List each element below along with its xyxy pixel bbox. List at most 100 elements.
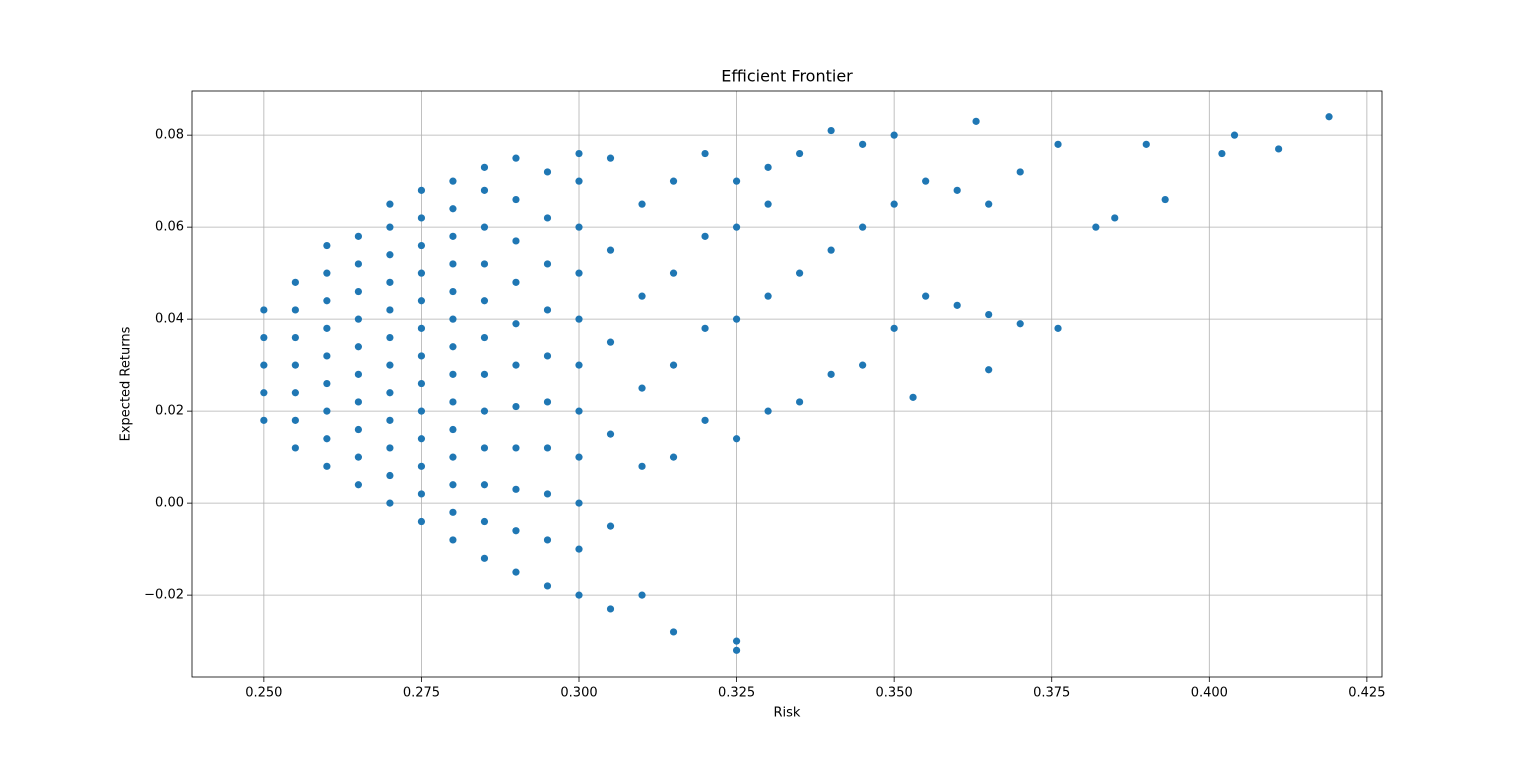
point [386,471,394,480]
point [796,398,804,406]
point [669,177,678,185]
point [701,416,709,424]
point [386,444,394,452]
point [512,195,520,204]
point [575,407,583,415]
point [922,292,930,300]
point [732,177,741,185]
point [701,232,709,240]
point [512,568,520,576]
point [417,462,426,470]
point [732,315,741,323]
point [354,287,362,296]
point [575,361,583,369]
point [512,444,520,452]
points [260,113,1333,654]
point [260,389,268,397]
point [575,223,583,231]
point [417,490,426,498]
point [386,251,394,259]
point [480,481,489,489]
point [575,499,583,507]
point [480,297,489,305]
point [543,214,552,222]
point [1161,195,1169,204]
point [417,435,426,443]
point [386,306,394,314]
point [417,186,426,194]
point [1016,168,1024,176]
point [543,582,552,590]
point [638,462,646,470]
point [953,301,961,309]
point [701,149,709,158]
point [386,499,394,507]
point [606,605,615,613]
point [449,508,457,516]
y-tick-label: −0.02 [144,588,184,603]
point [386,223,394,231]
point [386,278,394,286]
chart-title: Efficient Frontier [721,67,853,86]
point [512,527,520,535]
point [985,200,993,208]
point [543,444,552,452]
point [480,370,489,378]
point [386,361,394,369]
point [323,435,331,443]
point [417,241,426,250]
y-tick-label: 0.04 [155,312,184,327]
point [953,186,961,194]
point [480,407,489,415]
point [638,292,646,300]
point [449,232,457,240]
point [291,361,299,369]
point [732,435,741,443]
point [669,628,678,636]
x-tick-label: 0.300 [560,686,597,701]
y-tick-label: 0.00 [155,496,184,511]
y-tick-label: 0.08 [155,128,184,143]
point [480,444,489,452]
point [449,370,457,378]
point [827,370,835,378]
point [669,269,678,277]
point [638,200,646,208]
point [480,517,489,526]
x-tick-label: 0.275 [403,686,440,701]
point [480,186,489,194]
point [291,416,299,424]
point [354,481,362,489]
point [417,297,426,305]
point [354,453,362,461]
point [606,338,615,346]
point [543,398,552,406]
point [732,637,741,645]
point [354,343,362,351]
point [480,554,489,562]
point [512,361,520,369]
point [323,462,331,470]
x-tick-label: 0.375 [1033,686,1070,701]
point [859,223,867,231]
point [260,361,268,369]
point [354,425,362,434]
point [732,646,741,654]
point [480,333,489,342]
point [1016,320,1024,328]
grid [192,91,1382,677]
point [701,324,709,332]
x-tick-label: 0.400 [1191,686,1228,701]
point [1054,140,1062,148]
point [732,223,741,231]
point [1275,145,1283,153]
point [606,430,615,438]
point [354,260,362,268]
point [291,278,299,286]
point [985,310,993,319]
point [796,269,804,277]
point [449,481,457,489]
point [449,205,457,213]
point [669,453,678,461]
